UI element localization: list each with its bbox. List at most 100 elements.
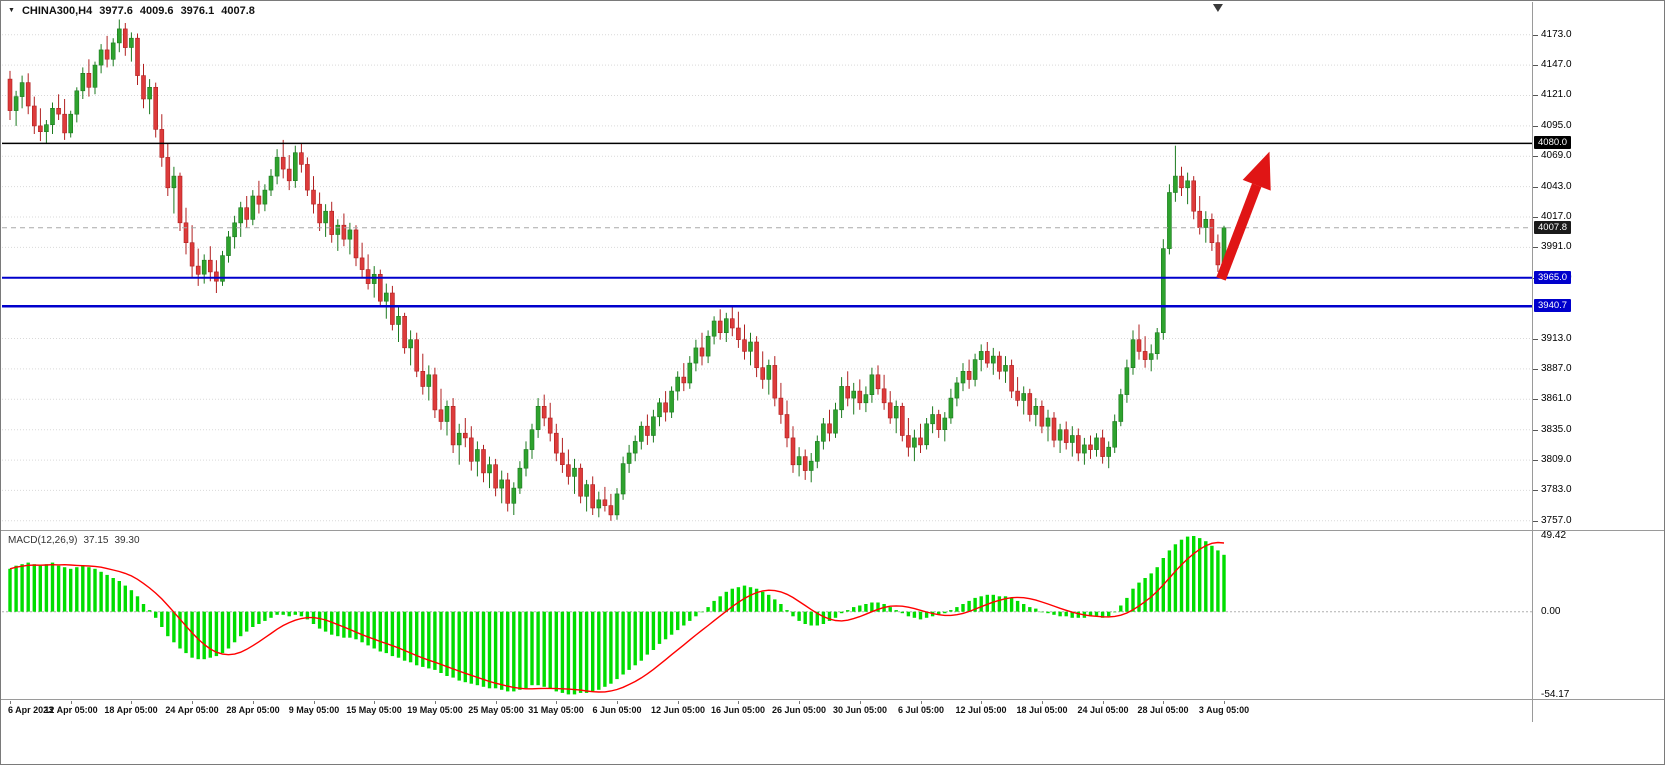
candle — [365, 269, 371, 284]
candle — [566, 464, 571, 477]
candle — [1076, 435, 1081, 454]
price-tick-label: 3861.0 — [1541, 393, 1572, 404]
candle — [620, 463, 626, 495]
candle — [268, 175, 274, 191]
candle — [226, 236, 231, 256]
macd-signal-value: 39.30 — [114, 535, 140, 546]
candle — [414, 339, 420, 372]
candle — [353, 229, 359, 259]
chart-shift-marker[interactable] — [1212, 4, 1223, 12]
macd-pane[interactable]: MACD(12,26,9) 37.15 39.30 — [2, 532, 1532, 699]
candle — [972, 359, 978, 380]
candle — [645, 425, 650, 436]
chart-menu-dropdown-icon[interactable]: ▼ — [8, 7, 15, 14]
candle — [827, 423, 832, 434]
candle — [183, 222, 189, 244]
price-tick-label: 3835.0 — [1541, 424, 1572, 435]
candle — [104, 49, 110, 60]
candle — [523, 449, 529, 469]
candle — [195, 265, 201, 275]
candle — [796, 456, 802, 466]
price-tick-label: 4069.0 — [1541, 150, 1572, 161]
bid-price-line-price-label: 4007.8 — [1534, 221, 1572, 234]
resistance-line-price-label: 4080.0 — [1534, 136, 1572, 149]
candle — [978, 351, 984, 360]
candle — [1173, 175, 1178, 193]
pane-divider-top[interactable] — [1, 530, 1664, 531]
trend-arrow-annotation[interactable] — [1216, 151, 1271, 281]
price-axis-tick — [1533, 247, 1538, 248]
candle — [56, 108, 61, 115]
candle — [1203, 219, 1209, 228]
time-axis-tick — [617, 701, 618, 704]
macd-canvas[interactable] — [2, 532, 1532, 699]
price-axis-tick — [1533, 156, 1538, 157]
time-tick-label: 12 Jul 05:00 — [955, 705, 1007, 715]
candle — [742, 339, 747, 352]
candle — [535, 405, 541, 430]
candle — [481, 449, 486, 474]
symbol-name: CHINA300,H4 — [21, 5, 93, 17]
price-tick-label: 4147.0 — [1541, 59, 1572, 70]
price-chart-canvas[interactable] — [2, 2, 1532, 529]
candle — [596, 499, 602, 509]
candle — [875, 374, 881, 390]
macd-histogram — [8, 536, 1226, 695]
price-axis-tick — [1533, 217, 1538, 218]
candle — [256, 195, 262, 205]
time-tick-label: 28 Apr 05:00 — [226, 705, 280, 715]
candle — [408, 339, 413, 349]
support-line-2-price-label: 3940.7 — [1534, 299, 1572, 312]
candle — [657, 402, 662, 418]
candle — [1094, 437, 1099, 450]
candle — [869, 374, 875, 395]
candle — [584, 484, 589, 497]
candle — [80, 73, 86, 92]
candle — [930, 414, 935, 425]
candle — [1027, 393, 1033, 415]
candle — [74, 90, 80, 115]
candle — [208, 259, 213, 273]
price-gridlines — [2, 34, 1532, 522]
price-tick-label: 4173.0 — [1541, 29, 1572, 40]
candle — [7, 78, 13, 111]
time-tick-label: 6 Jun 05:00 — [592, 705, 642, 715]
candle — [1088, 444, 1093, 450]
candle — [687, 362, 693, 384]
candle — [663, 402, 668, 413]
price-chart-pane[interactable]: ▼ CHINA300,H4 3977.6 4009.6 3976.1 4007.… — [2, 2, 1532, 529]
candle — [499, 479, 505, 489]
candle — [493, 464, 498, 489]
candle — [717, 320, 723, 333]
time-tick-label: 18 Jul 05:00 — [1016, 705, 1068, 715]
price-axis-tick — [1533, 187, 1538, 188]
candle — [705, 335, 711, 357]
time-tick-label: 30 Jun 05:00 — [832, 705, 888, 715]
candle — [25, 82, 31, 107]
candle — [141, 75, 146, 100]
candle — [456, 432, 462, 446]
candle — [86, 73, 92, 88]
candle — [1106, 446, 1111, 457]
candle — [821, 423, 826, 442]
price-axis-tick — [1533, 521, 1538, 522]
candle — [1191, 180, 1196, 212]
candle — [1082, 444, 1087, 454]
candle — [693, 347, 699, 364]
candle — [311, 189, 316, 205]
candle — [214, 271, 219, 282]
price-axis[interactable]: 4173.0 4147.0 4121.0 4095.0 4069.0 4043.0 4017… — [1533, 2, 1664, 700]
candle — [924, 423, 929, 446]
candle — [766, 365, 772, 380]
time-tick-label: 26 Jun 05:00 — [771, 705, 827, 715]
candle — [736, 327, 741, 340]
candle — [699, 347, 705, 357]
candle — [98, 49, 104, 66]
candle — [1051, 417, 1057, 441]
candle — [117, 28, 122, 44]
time-axis[interactable]: 6 Apr 2023 12 Apr 05:00 18 Apr 05:00 24 Apr… — [2, 701, 1532, 723]
time-axis-tick — [253, 701, 254, 704]
candle — [784, 414, 790, 439]
candle — [286, 168, 292, 182]
symbol-header: ▼ CHINA300,H4 3977.6 4009.6 3976.1 4007.… — [8, 5, 255, 17]
